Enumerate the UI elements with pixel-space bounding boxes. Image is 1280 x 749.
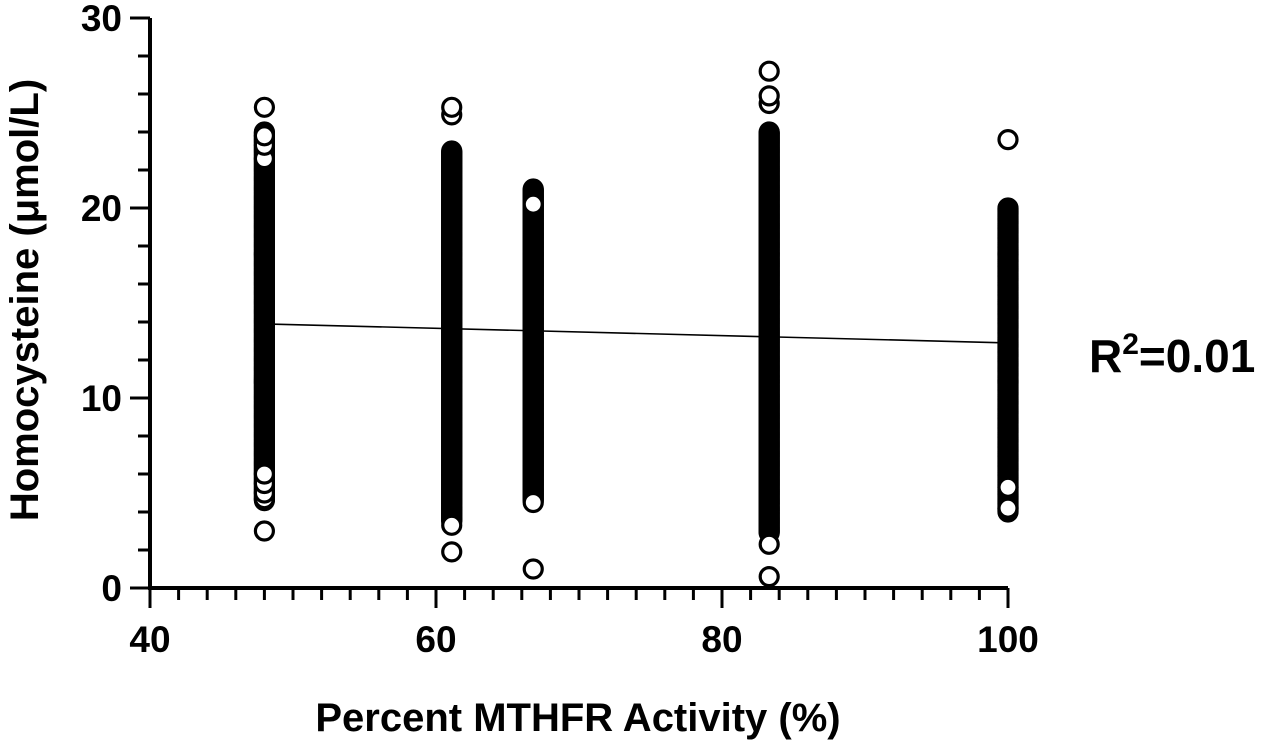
y-tick-label: 30: [81, 0, 122, 39]
r-squared-value: =0.01: [1139, 330, 1255, 382]
r-squared-annotation: R2=0.01: [1089, 328, 1255, 382]
y-tick-label: 0: [101, 568, 122, 609]
r-squared-base: R: [1089, 330, 1122, 382]
y-axis-title: Homocysteine (μmol/L): [3, 79, 47, 521]
tick-labels: 40 60 80 100 0 10 20 30: [81, 0, 1039, 660]
data-point: [522, 491, 544, 514]
data-point: [522, 193, 544, 215]
data-point: [997, 476, 1019, 498]
data-point: [441, 541, 463, 563]
x-axis-title: Percent MTHFR Activity (%): [315, 696, 840, 740]
data-point: [253, 96, 275, 118]
data-points: [253, 60, 1019, 588]
data-point: [758, 533, 780, 555]
x-tick-label: 60: [415, 619, 456, 660]
data-point: [522, 558, 544, 580]
data-point: [441, 140, 463, 162]
y-tick-label: 20: [81, 188, 122, 229]
x-tick-label: 100: [977, 619, 1039, 660]
data-point: [997, 497, 1019, 519]
data-point: [758, 565, 780, 588]
data-point: [441, 514, 463, 536]
x-tick-label: 40: [129, 619, 170, 660]
data-point: [253, 125, 275, 147]
x-tick-label: 80: [701, 619, 742, 660]
data-point: [253, 463, 275, 485]
data-point: [253, 520, 275, 542]
data-point: [441, 96, 463, 118]
data-point: [997, 129, 1019, 151]
axes: [130, 16, 1010, 608]
data-point: [997, 197, 1019, 219]
trend-line: [264, 323, 1009, 344]
r-squared-superscript: 2: [1122, 328, 1139, 361]
data-point: [758, 121, 780, 143]
data-point: [758, 60, 780, 82]
data-point: [758, 85, 780, 107]
y-tick-label: 10: [81, 378, 122, 419]
